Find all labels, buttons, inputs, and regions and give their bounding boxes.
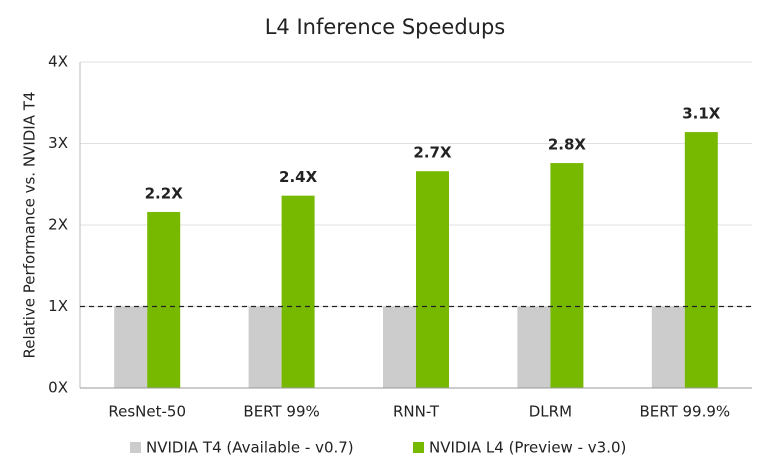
legend-swatch <box>130 442 141 453</box>
y-tick-label: 1X <box>48 297 68 315</box>
y-axis-label: Relative Performance vs. NVIDIA T4 <box>21 92 39 359</box>
value-label: 2.8X <box>548 136 587 154</box>
value-label: 2.4X <box>279 168 318 186</box>
bar <box>281 195 315 388</box>
chart-title: L4 Inference Speedups <box>265 15 506 39</box>
x-tick-label: RNN-T <box>393 403 440 421</box>
value-label: 2.7X <box>413 144 452 162</box>
y-tick-label: 2X <box>48 216 68 234</box>
legend-label: NVIDIA L4 (Preview - v3.0) <box>429 439 626 457</box>
bar <box>684 132 718 388</box>
y-tick-label: 0X <box>48 379 68 397</box>
bar <box>416 171 449 388</box>
bar <box>383 306 416 388</box>
legend-label: NVIDIA T4 (Available - v0.7) <box>146 439 354 457</box>
y-tick-label: 3X <box>48 134 68 152</box>
value-label: 2.2X <box>145 184 184 202</box>
x-tick-label: DLRM <box>529 403 572 421</box>
bar <box>651 306 685 388</box>
bar <box>114 306 148 388</box>
bar <box>248 306 282 388</box>
value-label: 3.1X <box>682 105 721 123</box>
bar <box>550 163 584 388</box>
bar <box>517 306 551 388</box>
bar <box>147 211 181 388</box>
y-tick-label: 4X <box>48 53 68 71</box>
legend-swatch <box>413 442 424 453</box>
x-tick-label: ResNet-50 <box>108 403 186 421</box>
x-tick-label: BERT 99% <box>243 403 319 421</box>
x-tick-label: BERT 99.9% <box>639 403 730 421</box>
